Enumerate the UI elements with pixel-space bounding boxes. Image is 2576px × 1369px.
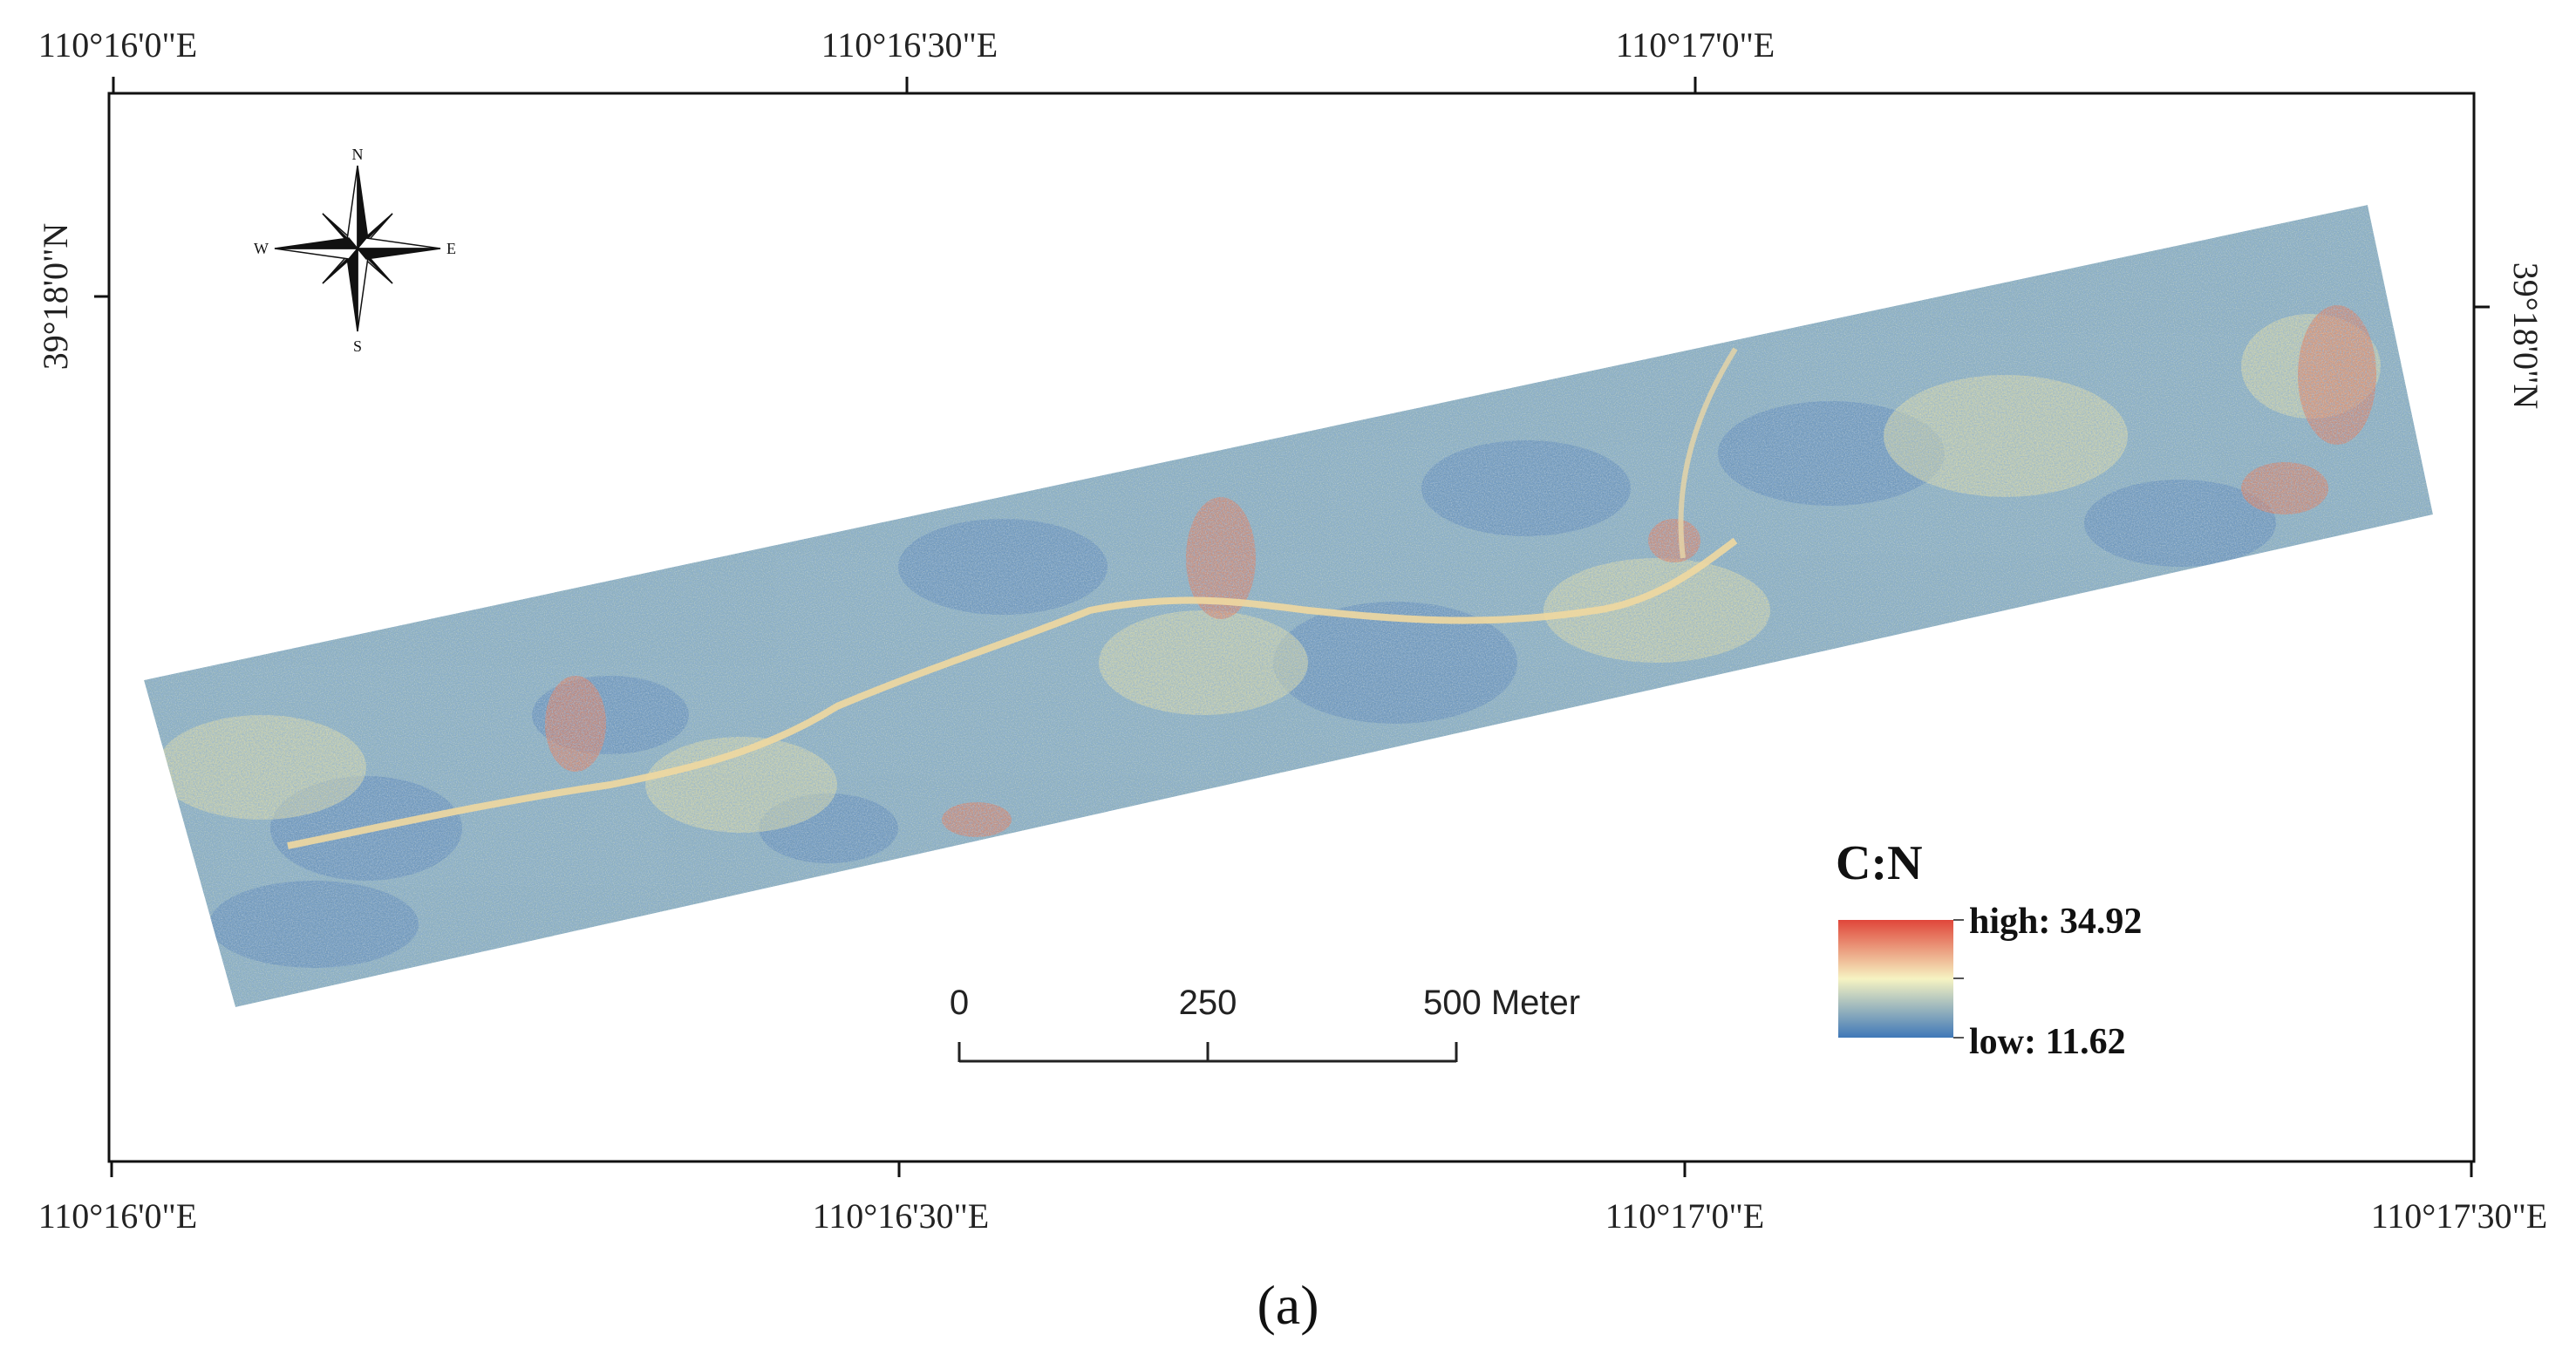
scale-label-500: 500 Meter — [1423, 984, 1580, 1022]
scale-bar: 0 250 500 Meter — [950, 984, 1580, 1063]
legend: C:N high: 34.92 low: 11.62 — [1836, 836, 2142, 1062]
figure-caption: (a) — [1257, 1274, 1319, 1336]
left-latitude-axis: 39°18'0"N — [36, 223, 109, 370]
bottom-longitude-axis: 110°16'0"E 110°16'30"E 110°17'0"E 110°17… — [38, 1161, 2547, 1236]
scale-label-0: 0 — [950, 984, 969, 1022]
compass-north: N — [352, 146, 364, 163]
right-latitude-axis: 39°18'0"N — [2474, 262, 2545, 409]
legend-color-ramp — [1838, 920, 1953, 1038]
scale-label-250: 250 — [1179, 984, 1237, 1022]
raster-strip — [144, 205, 2433, 1007]
compass-west: W — [254, 240, 269, 257]
legend-high-label: high: 34.92 — [1969, 902, 2142, 942]
top-lon-label-1: 110°16'0"E — [38, 25, 197, 65]
compass-east: E — [446, 240, 456, 257]
legend-title: C:N — [1836, 836, 1923, 890]
left-lat-label: 39°18'0"N — [36, 223, 75, 370]
legend-low-label: low: 11.62 — [1969, 1022, 2126, 1062]
top-lon-label-3: 110°17'0"E — [1616, 25, 1775, 65]
bottom-lon-label-2: 110°16'30"E — [813, 1196, 989, 1236]
bottom-lon-label-1: 110°16'0"E — [38, 1196, 197, 1236]
top-lon-label-2: 110°16'30"E — [821, 25, 998, 65]
top-longitude-axis: 110°16'0"E 110°16'30"E 110°17'0"E — [38, 25, 1775, 93]
bottom-lon-label-3: 110°17'0"E — [1605, 1196, 1764, 1236]
right-lat-label: 39°18'0"N — [2506, 262, 2545, 409]
compass-rose-icon: N S E W — [254, 146, 456, 355]
compass-south: S — [353, 337, 362, 355]
bottom-lon-label-4: 110°17'30"E — [2371, 1196, 2547, 1236]
